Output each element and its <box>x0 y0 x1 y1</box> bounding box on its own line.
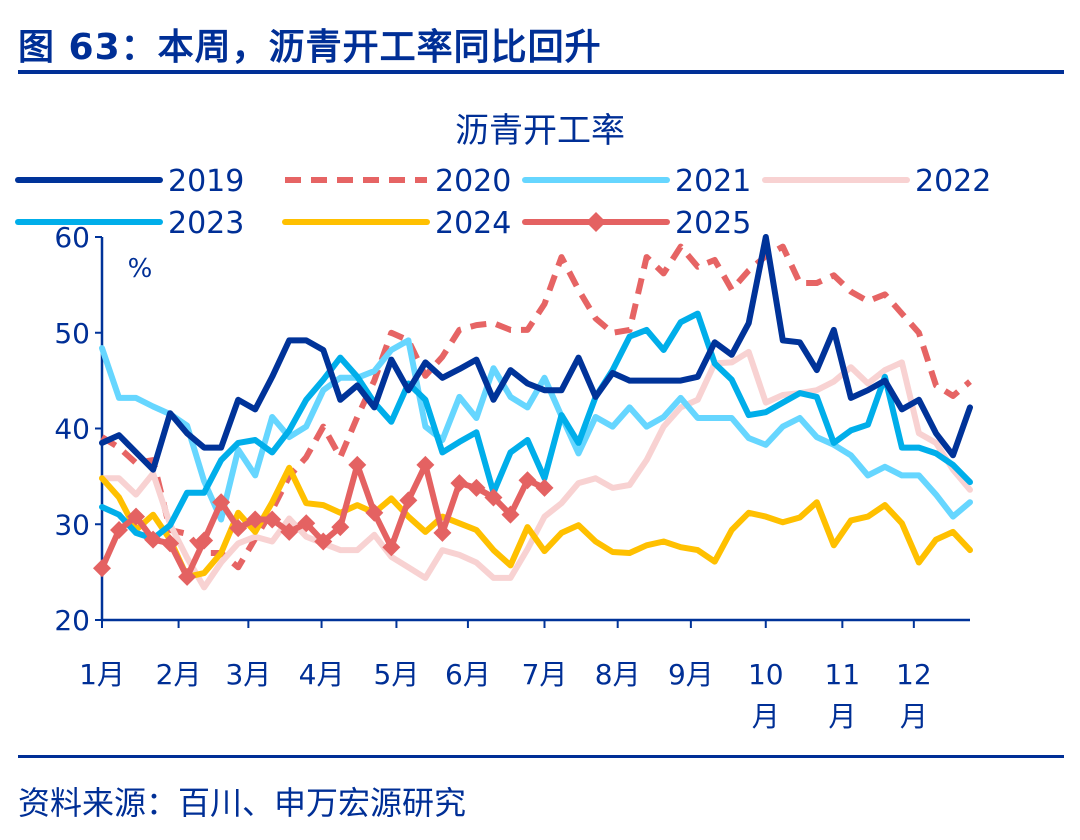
x-tick-label: 4月 <box>299 658 345 691</box>
series-line-2022 <box>99 348 973 591</box>
data-point-2025 <box>399 491 418 510</box>
data-point-2025 <box>212 493 231 512</box>
data-point-2025 <box>416 455 435 474</box>
figure-title: 图 63：本周，沥青开工率同比回升 <box>18 27 602 68</box>
data-point-2025 <box>246 510 265 529</box>
x-tick-label: 6月 <box>445 658 491 691</box>
data-point-2025 <box>382 538 401 557</box>
data-point-2025 <box>365 503 384 522</box>
data-point-2025 <box>348 455 367 474</box>
data-point-2025 <box>501 505 520 524</box>
y-tick-label: 20 <box>54 604 90 637</box>
data-point-2025 <box>280 522 299 541</box>
data-point-2025 <box>110 520 129 539</box>
x-tick-label: 9月 <box>668 658 714 691</box>
data-point-2025 <box>127 507 146 526</box>
x-tick-label: 1月 <box>79 658 125 691</box>
x-tick-label: 月 <box>752 700 780 733</box>
x-tick-label: 3月 <box>225 658 271 691</box>
data-point-2025 <box>484 488 503 507</box>
data-point-2025 <box>263 510 282 529</box>
series-line-2023 <box>99 310 973 542</box>
data-point-2025 <box>433 523 452 542</box>
legend-label-2023: 2023 <box>168 206 244 241</box>
x-tick-label: 2月 <box>156 658 202 691</box>
data-point-2025 <box>331 518 350 537</box>
data-point-2025 <box>144 530 163 549</box>
legend-marker-2025 <box>586 212 606 232</box>
y-tick-label: 60 <box>54 221 90 254</box>
x-tick-label: 月 <box>828 700 856 733</box>
data-point-2025 <box>314 532 333 551</box>
y-tick-label: 40 <box>54 413 90 446</box>
series-line-2021 <box>99 337 973 523</box>
data-point-2025 <box>450 474 469 493</box>
data-point-2025 <box>195 531 214 550</box>
legend-label-2021: 2021 <box>675 164 751 199</box>
data-point-2025 <box>467 478 486 497</box>
source-note: 资料来源：百川、申万宏源研究 <box>18 784 467 822</box>
x-tick-label: 5月 <box>374 658 420 691</box>
x-tick-label: 12 <box>896 658 932 691</box>
legend-label-2022: 2022 <box>915 164 991 199</box>
data-point-2025 <box>535 478 554 497</box>
legend-label-2020: 2020 <box>435 164 511 199</box>
title-rule <box>18 70 1064 74</box>
chart-title: 沥青开工率 <box>455 111 625 151</box>
x-tick-label: 11 <box>825 658 861 691</box>
data-point-2025 <box>161 534 180 553</box>
legend-label-2019: 2019 <box>168 164 244 199</box>
y-tick-label: 30 <box>54 508 90 541</box>
legend-label-2024: 2024 <box>435 206 511 241</box>
footer-rule <box>18 755 1064 758</box>
x-tick-label: 月 <box>900 700 928 733</box>
data-point-2025 <box>297 514 316 533</box>
data-point-2025 <box>178 567 197 586</box>
data-point-2025 <box>518 471 537 490</box>
series-line-2019 <box>99 234 973 473</box>
legend-label-2025: 2025 <box>675 206 751 241</box>
x-tick-label: 8月 <box>595 658 641 691</box>
data-point-2025 <box>229 519 248 538</box>
y-unit-label: % <box>128 254 153 284</box>
y-tick-label: 50 <box>54 317 90 350</box>
x-tick-label: 7月 <box>522 658 568 691</box>
data-point-2025 <box>93 559 111 578</box>
x-tick-label: 10 <box>748 658 784 691</box>
